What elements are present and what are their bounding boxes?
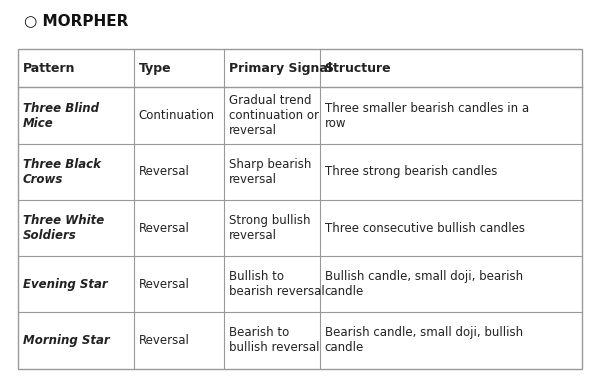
Text: Bearish to
bullish reversal: Bearish to bullish reversal bbox=[229, 326, 319, 355]
Text: Strong bullish
reversal: Strong bullish reversal bbox=[229, 214, 310, 242]
Text: Sharp bearish
reversal: Sharp bearish reversal bbox=[229, 158, 311, 186]
Text: Pattern: Pattern bbox=[23, 62, 76, 75]
Text: Evening Star: Evening Star bbox=[23, 278, 107, 291]
Text: Three Blind
Mice: Three Blind Mice bbox=[23, 101, 99, 130]
Text: Reversal: Reversal bbox=[139, 165, 189, 178]
Bar bbox=[18, 49, 582, 369]
Text: Three smaller bearish candles in a
row: Three smaller bearish candles in a row bbox=[325, 101, 529, 130]
Text: Bearish candle, small doji, bullish
candle: Bearish candle, small doji, bullish cand… bbox=[325, 326, 523, 355]
Text: Primary Signal: Primary Signal bbox=[229, 62, 332, 75]
Text: Three White
Soldiers: Three White Soldiers bbox=[23, 214, 104, 242]
Text: Bullish to
bearish reversal: Bullish to bearish reversal bbox=[229, 270, 325, 298]
Text: ○ MORPHER: ○ MORPHER bbox=[24, 13, 128, 28]
Text: Reversal: Reversal bbox=[139, 334, 189, 347]
Text: Three consecutive bullish candles: Three consecutive bullish candles bbox=[325, 222, 524, 234]
Text: Structure: Structure bbox=[325, 62, 391, 75]
Text: Bullish candle, small doji, bearish
candle: Bullish candle, small doji, bearish cand… bbox=[325, 270, 523, 298]
Text: Three strong bearish candles: Three strong bearish candles bbox=[325, 165, 497, 178]
Text: Three Black
Crows: Three Black Crows bbox=[23, 158, 101, 186]
Text: Continuation: Continuation bbox=[139, 109, 214, 122]
Text: Gradual trend
continuation or
reversal: Gradual trend continuation or reversal bbox=[229, 94, 319, 137]
Text: Reversal: Reversal bbox=[139, 222, 189, 234]
Text: Reversal: Reversal bbox=[139, 278, 189, 291]
Text: Morning Star: Morning Star bbox=[23, 334, 109, 347]
Text: Type: Type bbox=[139, 62, 171, 75]
